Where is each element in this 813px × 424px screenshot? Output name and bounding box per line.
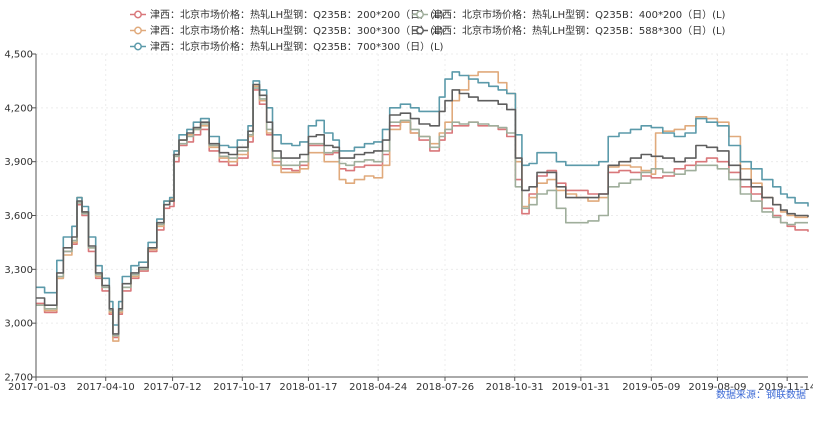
source-note: 数据来源：钢联数据: [716, 388, 806, 401]
y-tick-label: 4,200: [4, 103, 33, 114]
x-tick-label: 2017-07-12: [144, 382, 202, 393]
series-line-2: [36, 71, 809, 326]
y-tick-label: 3,300: [4, 265, 33, 276]
legend-entry: 津西：北京市场价格：热轧LH型钢：Q235B：400*200（日）(L): [432, 8, 726, 21]
x-tick-label: 2017-10-17: [213, 382, 271, 393]
x-tick-label: 2018-04-24: [349, 382, 407, 393]
y-gridlines: [36, 53, 808, 324]
legend-entry: 津西：北京市场价格：热轧LH型钢：Q235B：588*300（日）(L): [432, 24, 726, 37]
x-tick-label: 2019-01-31: [552, 382, 610, 393]
x-tick-label: 2018-10-31: [486, 382, 544, 393]
x-tick-labels: 2017-01-03 2017-04-10 2017-07-12 2017-10-17…: [8, 377, 813, 393]
legend-swatch-marker: [134, 10, 142, 19]
x-tick-label: 2018-01-17: [279, 382, 337, 393]
legend-swatch-marker: [416, 10, 424, 19]
legend-swatch-marker: [134, 42, 142, 51]
x-tick-label: 2017-01-03: [8, 382, 66, 393]
x-tick-label: 2017-04-10: [77, 382, 135, 393]
series-lines: [36, 71, 809, 342]
x-tick-label: 2019-08-09: [688, 382, 746, 393]
legend-swatch-marker: [134, 26, 142, 35]
legend-entry: 津西：北京市场价格：热轧LH型钢：Q235B：700*300（日）(L): [150, 40, 444, 53]
legend-entry: 津西：北京市场价格：热轧LH型钢：Q235B：300*300（日）(L): [150, 24, 444, 37]
legend: 津西：北京市场价格：热轧LH型钢：Q235B：200*200（日）(L)津西：北…: [130, 8, 726, 53]
x-tick-label: 2018-07-26: [416, 382, 474, 393]
y-tick-label: 3,600: [4, 211, 33, 222]
series-line-0: [36, 89, 809, 339]
series-line-1: [36, 71, 808, 342]
series-line-3: [36, 87, 808, 337]
y-tick-label: 3,000: [4, 319, 33, 330]
y-tick-label: 2,700: [4, 373, 33, 384]
y-tick-labels: 2,700 3,000 3,300 3,600 3,900 4,200 4,500: [4, 50, 36, 384]
x-tick-label: 2019-05-09: [622, 382, 680, 393]
legend-entry: 津西：北京市场价格：热轧LH型钢：Q235B：200*200（日）(L): [150, 8, 444, 21]
y-tick-label: 4,500: [4, 50, 33, 61]
legend-swatch-marker: [416, 26, 424, 35]
x-tick-label: 2019-11-14: [758, 382, 813, 393]
series-line-4: [36, 83, 809, 335]
y-tick-label: 3,900: [4, 157, 33, 168]
